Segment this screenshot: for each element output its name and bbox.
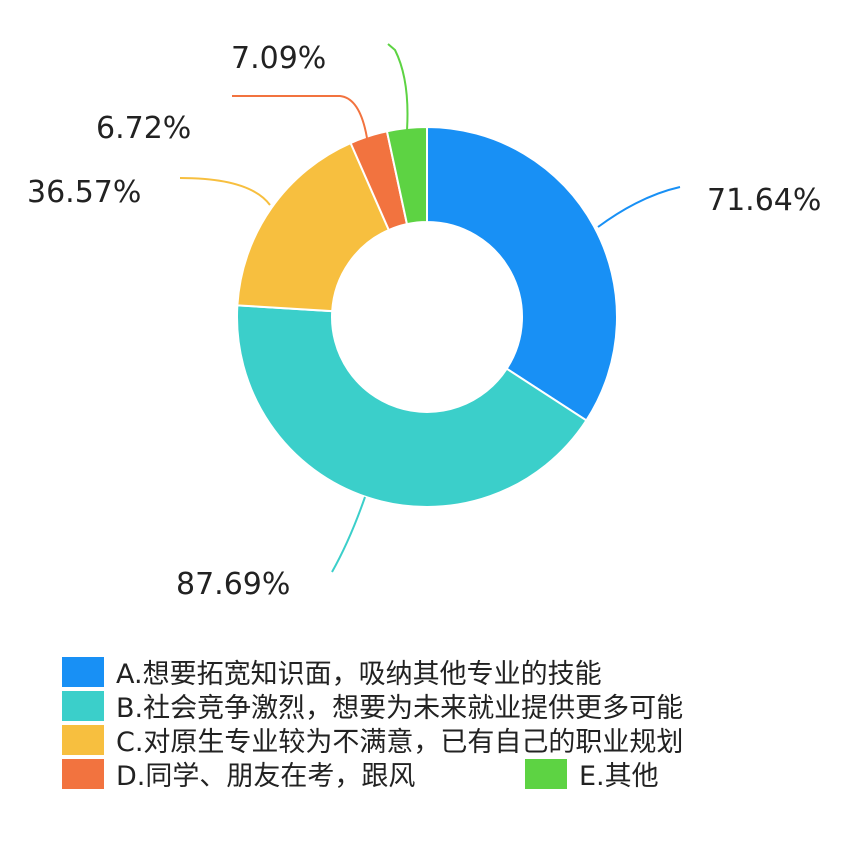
- leader-line-b: [331, 496, 366, 573]
- data-label-d: 6.72%: [96, 111, 191, 146]
- leader-line-d: [232, 95, 368, 139]
- data-label-e: 7.09%: [231, 41, 326, 76]
- legend-label-d: D.同学、朋友在考，跟风: [116, 761, 416, 792]
- leader-line-a: [597, 186, 681, 228]
- legend-label-c: C.对原生专业较为不满意，已有自己的职业规划: [116, 727, 684, 758]
- legend-swatch-a: [62, 656, 104, 687]
- legend-swatch-d: [62, 758, 104, 789]
- slice-c: [236, 141, 391, 313]
- data-label-c: 36.57%: [27, 175, 141, 210]
- legend-label-b: B.社会竞争激烈，想要为未来就业提供更多可能: [116, 693, 684, 724]
- leader-line-e: [387, 43, 409, 131]
- donut-slices: [236, 125, 618, 508]
- leader-line-c: [179, 177, 271, 206]
- legend-item-a: A.想要拓宽知识面，吸纳其他专业的技能: [62, 652, 602, 691]
- slice-e: [385, 125, 428, 226]
- slice-a: [426, 125, 618, 422]
- donut-chart: 71.64% 87.69% 36.57% 6.72% 7.09%: [27, 41, 821, 602]
- slice-b: [236, 304, 588, 508]
- leader-lines: [179, 43, 681, 573]
- data-label-a: 71.64%: [707, 183, 821, 218]
- legend-swatch-b: [62, 690, 104, 721]
- legend-item-c: C.对原生专业较为不满意，已有自己的职业规划: [62, 720, 683, 759]
- legend-item-e: E.其他: [525, 754, 659, 793]
- legend-swatch-c: [62, 724, 104, 755]
- percentage-labels: 71.64% 87.69% 36.57% 6.72% 7.09%: [27, 41, 821, 602]
- legend-item-d: D.同学、朋友在考，跟风: [62, 754, 415, 793]
- legend-label-e: E.其他: [579, 761, 659, 792]
- data-label-b: 87.69%: [176, 567, 290, 602]
- legend-swatch-e: [525, 758, 567, 789]
- legend-label-a: A.想要拓宽知识面，吸纳其他专业的技能: [116, 659, 602, 690]
- legend-item-b: B.社会竞争激烈，想要为未来就业提供更多可能: [62, 686, 683, 725]
